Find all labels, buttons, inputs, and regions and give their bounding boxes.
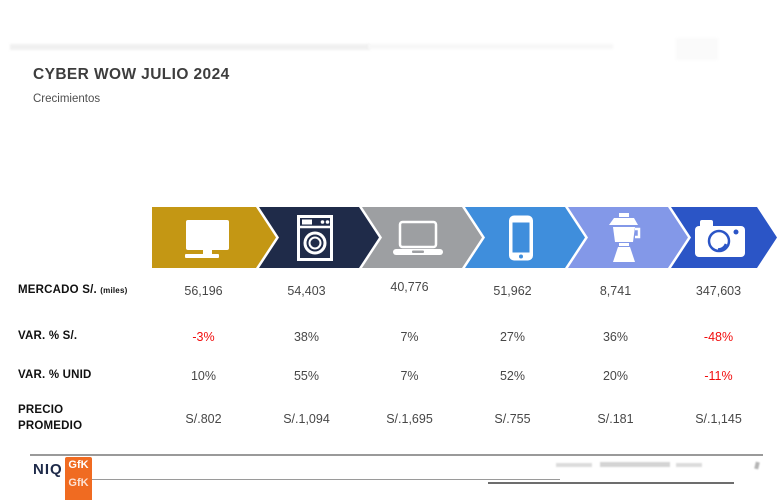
footer-watermark-smudge [676,463,702,467]
table-cell: S/.1,094 [283,411,330,426]
scan-artifact [676,38,718,60]
niq-logo: NIQ [33,461,63,478]
blender-icon [605,213,643,263]
footer-divider-top [30,454,763,456]
row-label-text: VAR. % UNID [18,369,92,381]
gfk-logo: GfK GfK [65,457,92,500]
table-cell: 55% [293,368,320,383]
table-cell: 7% [400,329,419,344]
footer-watermark-mark [754,461,760,470]
category-chevron-band [152,207,777,268]
gfk-logo-text-clipped: GfK [68,476,89,489]
row-label-note: (miles) [100,286,128,295]
table-cell: 51,962 [493,283,532,298]
table-row-mercado: MERCADO S/. (miles) 56,196 54,403 40,776… [0,279,770,299]
table-cell: S/.1,145 [695,411,742,426]
table-cell: S/.802 [185,411,222,426]
washer-icon [295,214,335,262]
scan-artifact [10,44,370,50]
row-label: PRECIO PROMEDIO [0,403,113,434]
table-cell: -3% [192,329,215,344]
table-cell: 27% [499,329,526,344]
table-cell: -11% [704,368,733,383]
table-cell: 7% [400,368,419,383]
gfk-logo-text: GfK [68,459,89,471]
row-label-text: PRECIO PROMEDIO [18,404,83,432]
scan-artifact [368,44,613,49]
slide-subtitle: Crecimientos [33,93,101,105]
table-cell: 347,603 [695,283,742,298]
table-cell: 54,403 [287,283,326,298]
table-cell: 56,196 [184,283,223,298]
chevron-segment-monitor [152,207,276,268]
slide-title: CYBER WOW JULIO 2024 [33,66,230,83]
footer-divider-dark [488,482,734,484]
row-label-text: MERCADO S/. [18,284,97,296]
table-cell: S/.755 [494,411,531,426]
table-cell: S/.181 [597,411,634,426]
table-cell: 52% [499,368,526,383]
row-label: VAR. % UNID [0,368,152,384]
footer-watermark-smudge [600,462,670,467]
table-row-precio-promedio: PRECIO PROMEDIO S/.802 S/.1,094 S/.1,695… [0,403,770,434]
table-cell: -48% [703,329,734,344]
table-cell: S/.1,695 [386,411,433,426]
laptop-icon [391,219,445,257]
row-label: VAR. % S/. [0,329,152,345]
table-cell: 40,776 [390,279,429,294]
table-cell: 20% [602,368,629,383]
table-row-var-unidades: VAR. % UNID 10% 55% 7% 52% 20% -11% [0,368,770,384]
table-cell: 38% [293,329,320,344]
row-label: MERCADO S/. (miles) [0,283,152,299]
camera-icon [693,217,747,259]
phone-icon [507,214,535,262]
table-cell: 8,741 [599,283,632,298]
monitor-icon [181,217,233,259]
footer-divider-bottom [90,479,560,480]
footer-watermark-smudge [556,463,592,467]
row-label-text: VAR. % S/. [18,330,78,342]
table-cell: 36% [602,329,629,344]
table-cell: 10% [190,368,217,383]
table-row-var-soles: VAR. % S/. -3% 38% 7% 27% 36% -48% [0,329,770,345]
